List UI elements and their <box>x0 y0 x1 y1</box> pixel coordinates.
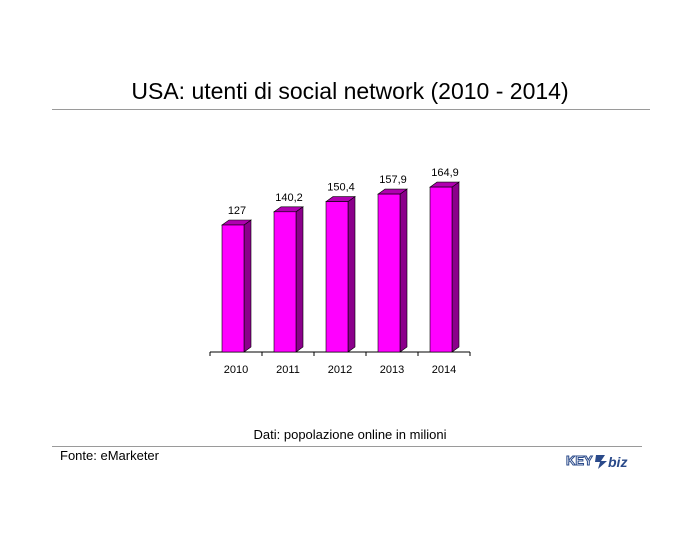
chart-title: USA: utenti di social network (2010 - 20… <box>131 78 569 104</box>
bar-side <box>399 188 408 353</box>
data-label: 150,4 <box>327 182 355 194</box>
bar-side <box>451 181 460 353</box>
x-tick-label: 2014 <box>432 364 456 376</box>
svg-text:KEY: KEY <box>566 453 593 468</box>
bar-2013 <box>377 193 401 353</box>
units-note: Dati: popolazione online in milioni <box>253 427 447 442</box>
title-divider <box>52 109 650 110</box>
bar-side <box>295 206 304 353</box>
bar-side <box>243 219 252 353</box>
footer-divider <box>52 446 642 447</box>
data-label: 140,2 <box>275 192 303 204</box>
data-label: 157,9 <box>379 174 407 186</box>
bar-side <box>347 196 356 353</box>
bar-2011 <box>273 211 297 353</box>
x-tick-label: 2010 <box>224 364 248 376</box>
x-tick-label: 2012 <box>328 364 352 376</box>
data-label: 164,9 <box>431 167 459 179</box>
x-tick-label: 2013 <box>380 364 404 376</box>
key4biz-logo: KEY biz <box>566 453 628 471</box>
data-label: 127 <box>228 205 246 217</box>
bar-2014 <box>429 186 453 353</box>
source-label: Fonte: eMarketer <box>60 448 159 463</box>
bar-2012 <box>325 201 349 353</box>
svg-text:biz: biz <box>608 454 627 470</box>
x-tick-label: 2011 <box>276 364 300 376</box>
bar-2010 <box>221 224 245 353</box>
